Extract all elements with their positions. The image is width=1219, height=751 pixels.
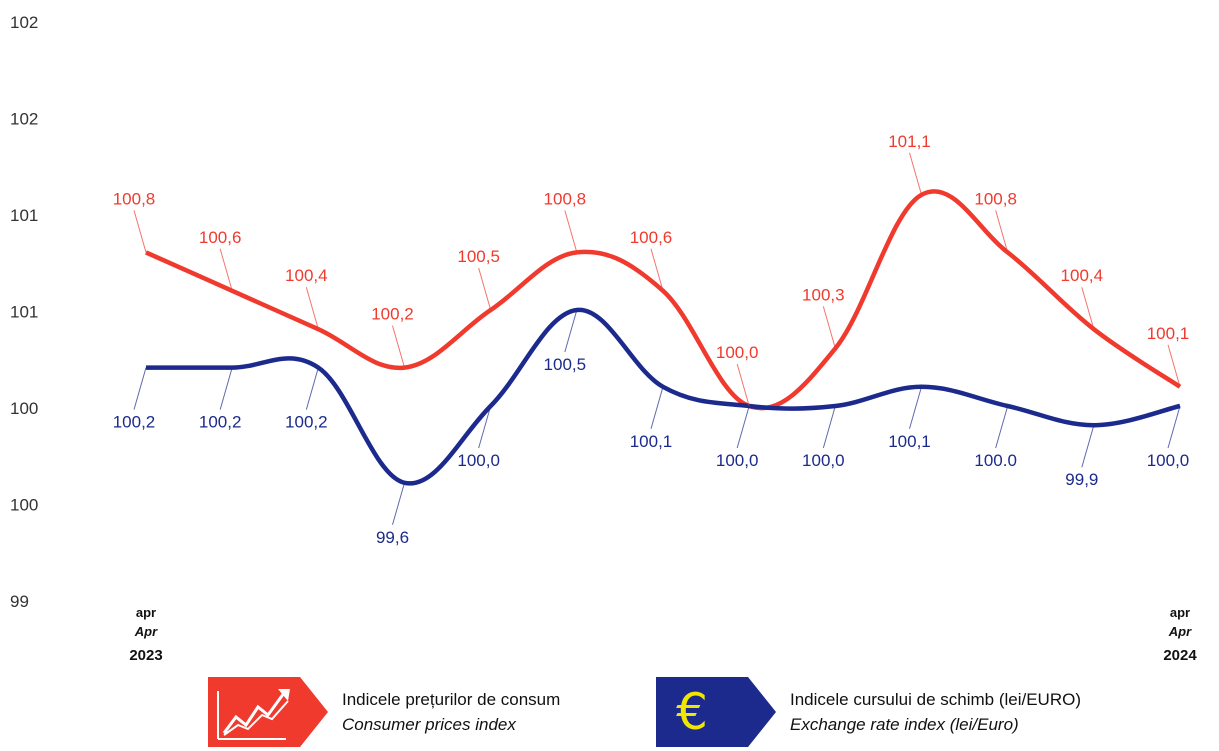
data-label-cpi: 100,2 [371, 305, 414, 324]
label-leader-line [478, 267, 492, 311]
data-label-fx: 100,5 [544, 355, 587, 374]
x-label-start-ro: apr [136, 605, 156, 620]
y-tick-label: 100 [10, 399, 38, 418]
rising-chart-icon [208, 677, 328, 747]
x-axis: apr Apr 2023 apr Apr 2024 [129, 605, 1197, 664]
svg-text:€: € [676, 683, 708, 741]
y-tick-label: 99 [10, 592, 29, 611]
label-leader-line [1167, 344, 1181, 387]
label-leader-line [822, 306, 836, 349]
legend-cpi-ro: Indicele prețurilor de consum [342, 690, 561, 709]
label-leader-line [219, 367, 233, 410]
label-leader-line [822, 405, 836, 449]
label-leader-line [392, 482, 405, 525]
data-label-fx: 99,6 [376, 528, 409, 547]
data-label-cpi: 100,6 [630, 228, 673, 247]
legend-fx-en: Exchange rate index (lei/Euro) [790, 715, 1019, 734]
x-label-start-en: Apr [134, 624, 158, 639]
data-label-fx: 100,1 [888, 432, 931, 451]
label-leader-line [995, 405, 1009, 449]
data-label-cpi: 100,5 [457, 247, 500, 266]
label-leader-line [1081, 287, 1095, 330]
x-label-end-en: Apr [1168, 624, 1192, 639]
legend-fx-ro: Indicele cursului de schimb (lei/EURO) [790, 690, 1081, 709]
label-leader-line [478, 405, 492, 449]
y-tick-label: 101 [10, 303, 38, 322]
label-leader-line [1081, 425, 1095, 468]
legend-item-cpi: Indicele prețurilor de consum Consumer p… [208, 676, 560, 748]
data-label-cpi: 100,8 [974, 189, 1017, 208]
data-label-fx: 100,1 [630, 432, 673, 451]
data-label-fx: 100,2 [199, 413, 242, 432]
data-labels: 100,8 100,6 100,4 100,2 100,5 100,8 100,6 100,0… [113, 132, 1190, 547]
series-line-fx [146, 307, 1181, 486]
data-label-fx: 100,0 [1147, 451, 1190, 470]
euro-icon: € [656, 677, 776, 747]
series-line-cpi [145, 189, 1182, 411]
y-axis: 102 102 101 101 100 100 99 [10, 13, 38, 611]
y-tick-label: 101 [10, 206, 38, 225]
label-leader-line [305, 287, 319, 330]
x-label-end-ro: apr [1170, 605, 1190, 620]
y-tick-label: 102 [10, 110, 38, 129]
label-leader-line [133, 210, 147, 253]
x-label-start-year: 2023 [129, 647, 162, 664]
y-tick-label: 102 [10, 13, 38, 32]
label-leader-line [650, 248, 664, 291]
data-label-fx: 100.0 [974, 451, 1017, 470]
data-label-cpi: 101,1 [888, 132, 931, 151]
label-leader-line [305, 367, 319, 410]
label-leader-line [564, 309, 578, 353]
data-label-fx: 100,0 [802, 451, 845, 470]
data-label-cpi: 100,0 [716, 343, 759, 362]
label-leader-line [650, 386, 664, 429]
data-label-cpi: 100,4 [1061, 266, 1104, 285]
data-label-cpi: 100,1 [1147, 324, 1190, 343]
data-label-fx: 99,9 [1065, 470, 1098, 489]
legend-cpi-en: Consumer prices index [342, 715, 516, 734]
label-leader-line [219, 248, 233, 291]
data-label-cpi: 100,6 [199, 228, 242, 247]
data-label-fx: 100,2 [285, 413, 328, 432]
data-label-fx: 100,0 [457, 451, 500, 470]
x-label-end-year: 2024 [1163, 647, 1197, 664]
label-leader-line [736, 363, 750, 407]
y-tick-label: 100 [10, 496, 38, 515]
data-label-fx: 100,2 [113, 413, 156, 432]
label-leader-line [1167, 405, 1181, 449]
data-label-cpi: 100,8 [113, 189, 156, 208]
data-label-fx: 100,0 [716, 451, 759, 470]
data-label-cpi: 100,8 [544, 189, 587, 208]
label-leader-line [392, 325, 405, 368]
label-leader-line [736, 405, 750, 449]
label-leader-line [564, 210, 578, 253]
data-label-cpi: 100,3 [802, 285, 845, 304]
legend-item-fx: € Indicele cursului de schimb (lei/EURO)… [656, 676, 1081, 748]
label-leader-line [133, 367, 147, 410]
label-leader-line [995, 210, 1009, 253]
data-label-cpi: 100,4 [285, 266, 328, 285]
label-leader-line [909, 386, 922, 429]
label-leader-line [909, 152, 922, 195]
